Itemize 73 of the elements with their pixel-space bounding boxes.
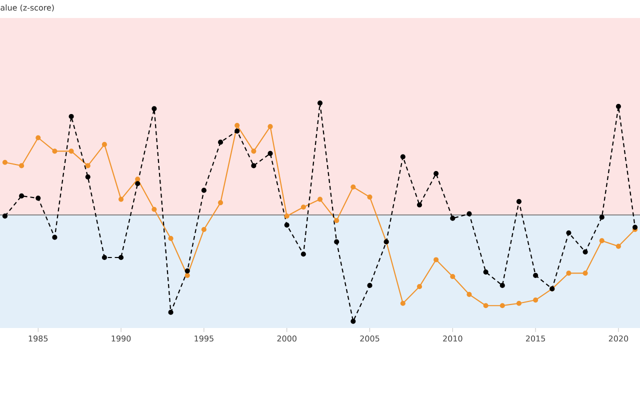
point <box>2 160 8 165</box>
point <box>85 174 90 180</box>
point <box>582 270 588 276</box>
point <box>284 214 290 219</box>
point <box>483 303 488 308</box>
point <box>516 300 522 306</box>
point <box>500 303 505 308</box>
point <box>184 268 190 274</box>
point <box>367 194 372 200</box>
point <box>251 163 256 168</box>
point <box>52 148 58 154</box>
point <box>201 188 206 193</box>
point <box>68 114 74 120</box>
point <box>102 254 107 260</box>
point <box>317 196 323 202</box>
point <box>19 193 24 198</box>
point <box>118 196 124 202</box>
point <box>300 252 306 257</box>
point <box>632 224 638 230</box>
point <box>168 236 174 242</box>
point <box>300 204 306 210</box>
point <box>450 274 456 280</box>
point <box>52 234 58 240</box>
point <box>450 216 456 221</box>
point <box>483 270 488 275</box>
point <box>19 163 24 168</box>
point <box>168 310 174 315</box>
point <box>350 318 356 324</box>
point <box>284 222 290 228</box>
point <box>566 230 572 236</box>
point <box>599 214 604 220</box>
point <box>2 214 8 219</box>
point <box>218 200 224 206</box>
point <box>582 249 588 254</box>
point <box>400 154 406 160</box>
point <box>251 148 256 154</box>
point <box>234 122 240 128</box>
point <box>36 196 41 201</box>
point <box>616 104 621 109</box>
point <box>268 124 273 130</box>
point <box>500 282 505 288</box>
point <box>68 148 74 154</box>
point <box>135 181 140 186</box>
point <box>416 202 422 208</box>
point <box>466 292 472 297</box>
point <box>118 254 124 260</box>
point <box>533 297 538 303</box>
point <box>218 140 224 145</box>
point <box>85 163 90 168</box>
point <box>102 142 107 148</box>
point <box>201 226 206 232</box>
point <box>466 211 472 216</box>
point <box>416 284 422 290</box>
point <box>599 238 604 244</box>
point <box>268 150 273 156</box>
point <box>616 244 621 249</box>
point <box>434 257 439 262</box>
point <box>516 198 522 204</box>
point <box>400 300 406 306</box>
point <box>152 206 157 212</box>
point <box>533 272 538 278</box>
point <box>152 106 157 112</box>
point <box>367 282 372 288</box>
point <box>334 218 340 224</box>
point <box>434 171 439 176</box>
point <box>234 128 240 134</box>
point <box>317 100 323 106</box>
point <box>566 270 572 276</box>
point <box>350 184 356 190</box>
point <box>334 239 340 244</box>
point <box>135 176 140 182</box>
point <box>184 272 190 278</box>
point <box>36 135 41 140</box>
